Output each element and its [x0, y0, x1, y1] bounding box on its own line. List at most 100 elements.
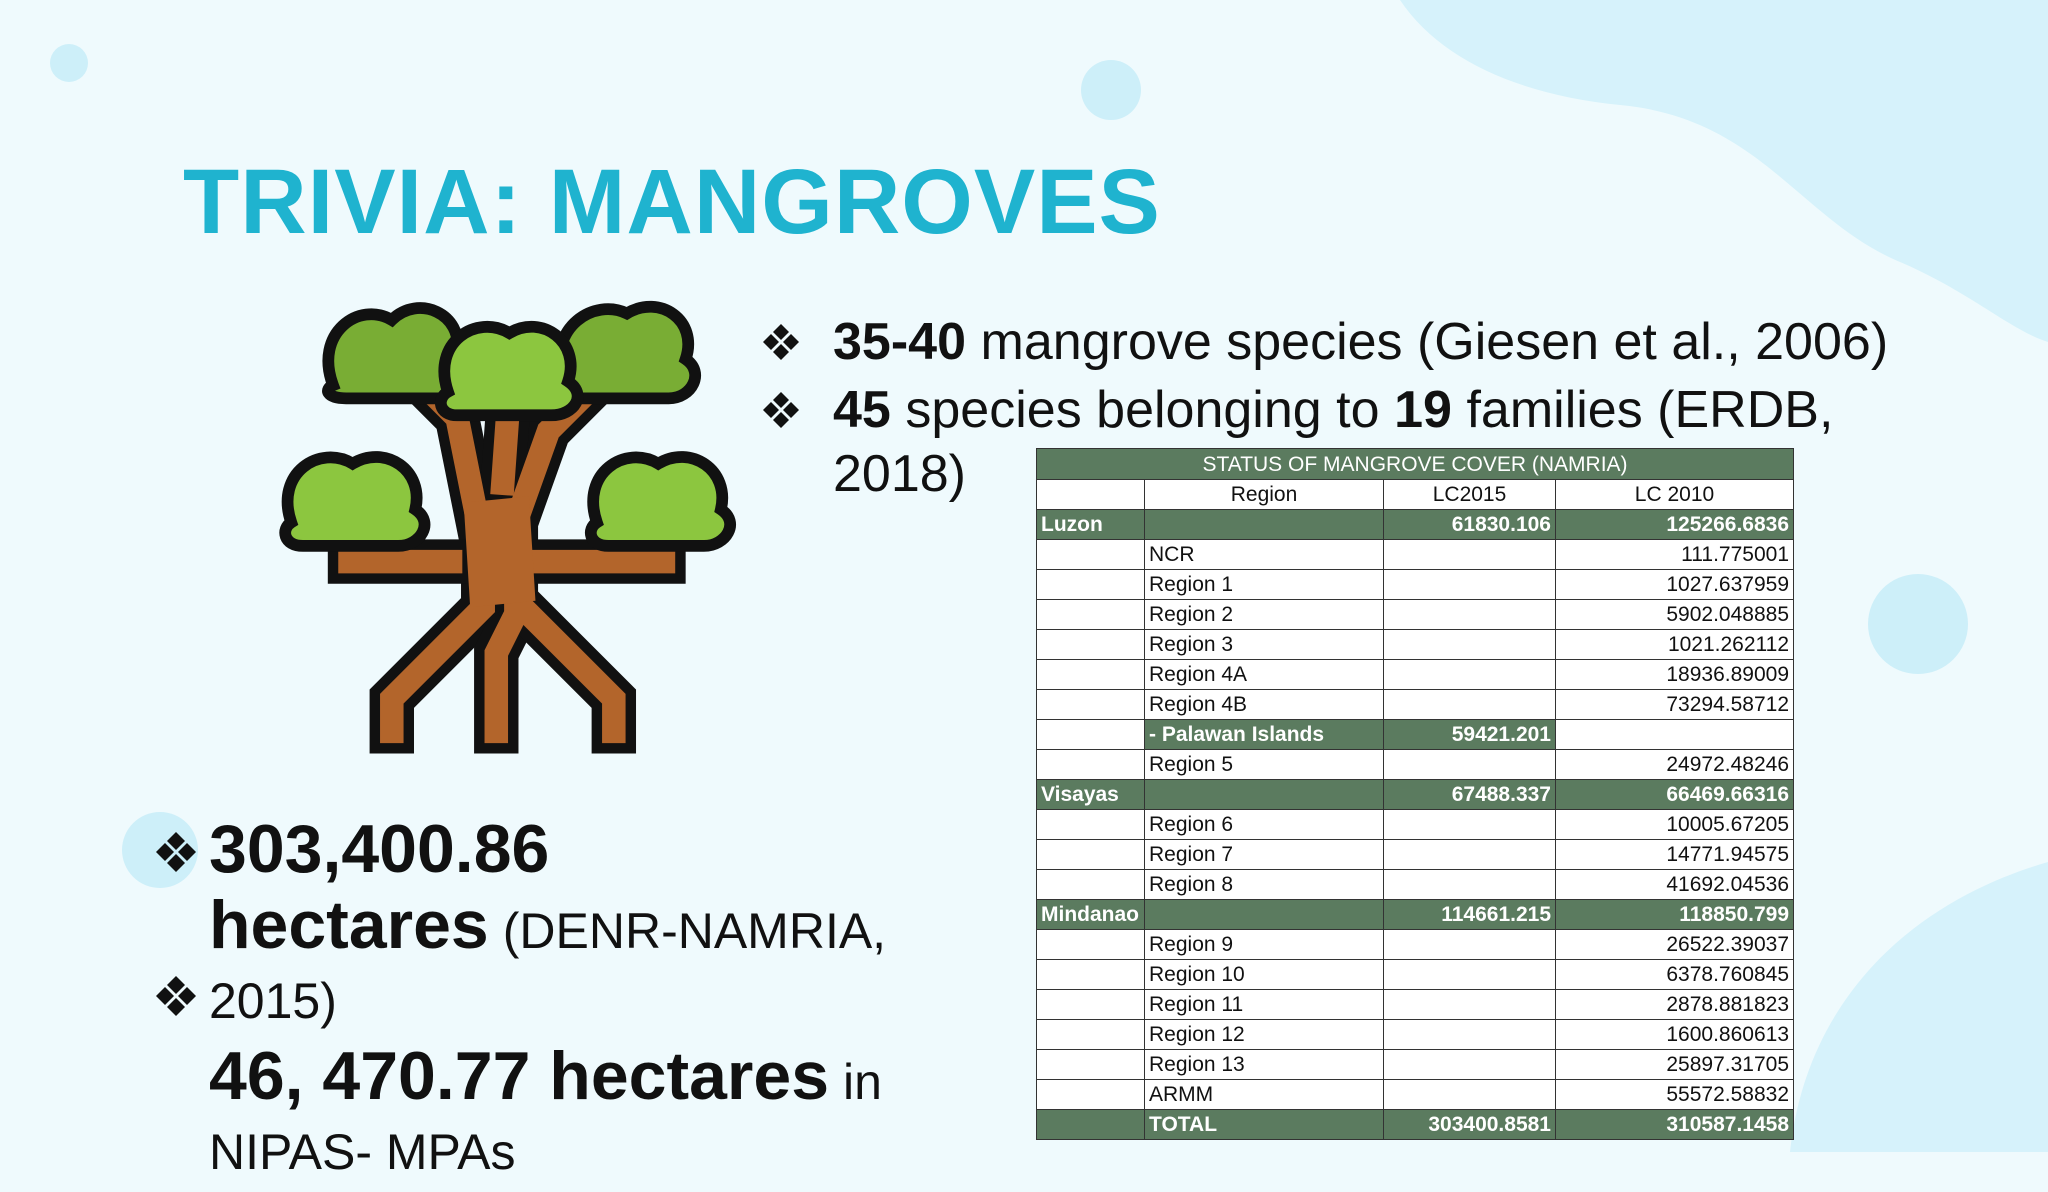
table-cell: Region 6	[1144, 809, 1384, 840]
table-row: - Palawan Islands 59421.201	[1036, 719, 1795, 750]
table-cell	[1144, 899, 1384, 930]
table-row: Region 4A 18936.89009	[1036, 659, 1795, 690]
header-cell: LC 2010	[1554, 479, 1795, 510]
header-cell: LC2015	[1383, 479, 1556, 510]
table-row: TOTAL 303400.8581 310587.1458	[1036, 1109, 1795, 1140]
table-row: Region 12 1600.860613	[1036, 1019, 1795, 1050]
bullet-text: species belonging to	[905, 381, 1380, 439]
table-cell: 114661.215	[1383, 899, 1556, 930]
table-cell: Region 2	[1144, 599, 1384, 630]
table-cell: 18936.89009	[1554, 659, 1795, 690]
table-cell	[1383, 749, 1556, 780]
table-cell: 73294.58712	[1554, 689, 1795, 720]
table-cell: 25897.31705	[1554, 1049, 1795, 1080]
background	[50, 0, 2048, 1152]
table-cell: 14771.94575	[1554, 839, 1795, 870]
header-cell: Region	[1144, 479, 1384, 510]
table-cell: TOTAL	[1144, 1109, 1384, 1140]
table-cell	[1036, 659, 1145, 690]
table-cell: 10005.67205	[1554, 809, 1795, 840]
header-cell	[1036, 479, 1145, 510]
table-cell	[1554, 719, 1795, 750]
table-cell	[1036, 719, 1145, 750]
table-row: ARMM 55572.58832	[1036, 1079, 1795, 1110]
table-cell	[1383, 689, 1556, 720]
table-cell: Region 10	[1144, 959, 1384, 990]
table-cell: Region 5	[1144, 749, 1384, 780]
table-cell: 41692.04536	[1554, 869, 1795, 900]
table-cell	[1383, 1079, 1556, 1110]
header-row: Region LC2015 LC 2010	[1036, 479, 1795, 510]
table-cell	[1383, 659, 1556, 690]
table-cell: 67488.337	[1383, 779, 1556, 810]
table-cell: Visayas	[1036, 779, 1145, 810]
dot	[1081, 60, 1141, 120]
table-row: Visayas 67488.337 66469.66316	[1036, 779, 1795, 810]
bullet-list: 303,400.86 hectares (DENR-NAMRIA, 2015) 46…	[209, 814, 969, 1192]
bullet: 46, 470.77 hectares in NIPAS- MPAs	[209, 1041, 969, 1187]
table-cell	[1036, 569, 1145, 600]
table-cell	[1144, 779, 1384, 810]
table-cell	[1383, 869, 1556, 900]
table-cell: 310587.1458	[1554, 1109, 1795, 1140]
table-cell: Region 13	[1144, 1049, 1384, 1080]
table-cell: 1600.860613	[1554, 1019, 1795, 1050]
slide-title: TRIVIA: MANGROVES	[183, 151, 1161, 253]
bullet-text: 46, 470.77 hectares	[209, 1038, 830, 1114]
table-cell: 6378.760845	[1554, 959, 1795, 990]
table-cell	[1383, 1019, 1556, 1050]
table-cell	[1036, 959, 1145, 990]
table-row: Region 2 5902.048885	[1036, 599, 1795, 630]
table-cell	[1036, 599, 1145, 630]
table-cell: Region 4B	[1144, 689, 1384, 720]
table-cell	[1036, 839, 1145, 870]
bullet-text: 45	[833, 381, 891, 439]
bullet: 303,400.86 hectares (DENR-NAMRIA, 2015)	[209, 814, 969, 1036]
table-cell: 66469.66316	[1554, 779, 1795, 810]
bullet-text: 19	[1394, 381, 1452, 439]
table-row: Region 9 26522.39037	[1036, 929, 1795, 960]
table-cell	[1383, 929, 1556, 960]
blob	[1790, 862, 2048, 1152]
table-row: Region 11 2878.881823	[1036, 989, 1795, 1020]
table-cell	[1036, 629, 1145, 660]
table-row: Region 5 24972.48246	[1036, 749, 1795, 780]
table-row: Region 8 41692.04536	[1036, 869, 1795, 900]
table-cell: Region 8	[1144, 869, 1384, 900]
table-cell	[1036, 1109, 1145, 1140]
table-row: Region 10 6378.760845	[1036, 959, 1795, 990]
table-cell	[1036, 989, 1145, 1020]
table-cell: 1021.262112	[1554, 629, 1795, 660]
table-cell	[1036, 809, 1145, 840]
table-cell: NCR	[1144, 539, 1384, 570]
table-cell: Region 9	[1144, 929, 1384, 960]
table-cell: 59421.201	[1383, 719, 1556, 750]
dot	[50, 44, 88, 82]
table-cell: 125266.6836	[1554, 509, 1795, 540]
table-cell	[1036, 1019, 1145, 1050]
table-cell: Region 3	[1144, 629, 1384, 660]
table-cell: 61830.106	[1383, 509, 1556, 540]
bullet-markers	[156, 324, 799, 1016]
table-title: STATUS OF MANGROVE COVER (NAMRIA)	[1035, 448, 1795, 480]
data-table: STATUS OF MANGROVE COVER (NAMRIA) Region L…	[1035, 448, 1795, 1140]
table-cell	[1036, 1049, 1145, 1080]
table-row: Region 3 1021.262112	[1036, 629, 1795, 660]
table-row: Mindanao 114661.215 118850.799	[1036, 899, 1795, 930]
table-row: Region 4B 73294.58712	[1036, 689, 1795, 720]
table-cell	[1383, 629, 1556, 660]
table-cell: Region 11	[1144, 989, 1384, 1020]
table-cell	[1144, 509, 1384, 540]
table-row: Luzon 61830.106 125266.6836	[1036, 509, 1795, 540]
table-cell	[1383, 569, 1556, 600]
table-cell: Region 1	[1144, 569, 1384, 600]
table-cell: 5902.048885	[1554, 599, 1795, 630]
table-row: NCR 111.775001	[1036, 539, 1795, 570]
dot	[1868, 574, 1968, 674]
table-cell: Luzon	[1036, 509, 1145, 540]
table-cell	[1383, 809, 1556, 840]
slide: TRIVIA: MANGROVES 35-40 mangrove species …	[50, 0, 2048, 1180]
table-cell: 303400.8581	[1383, 1109, 1556, 1140]
table-cell	[1036, 539, 1145, 570]
table-cell: 24972.48246	[1554, 749, 1795, 780]
